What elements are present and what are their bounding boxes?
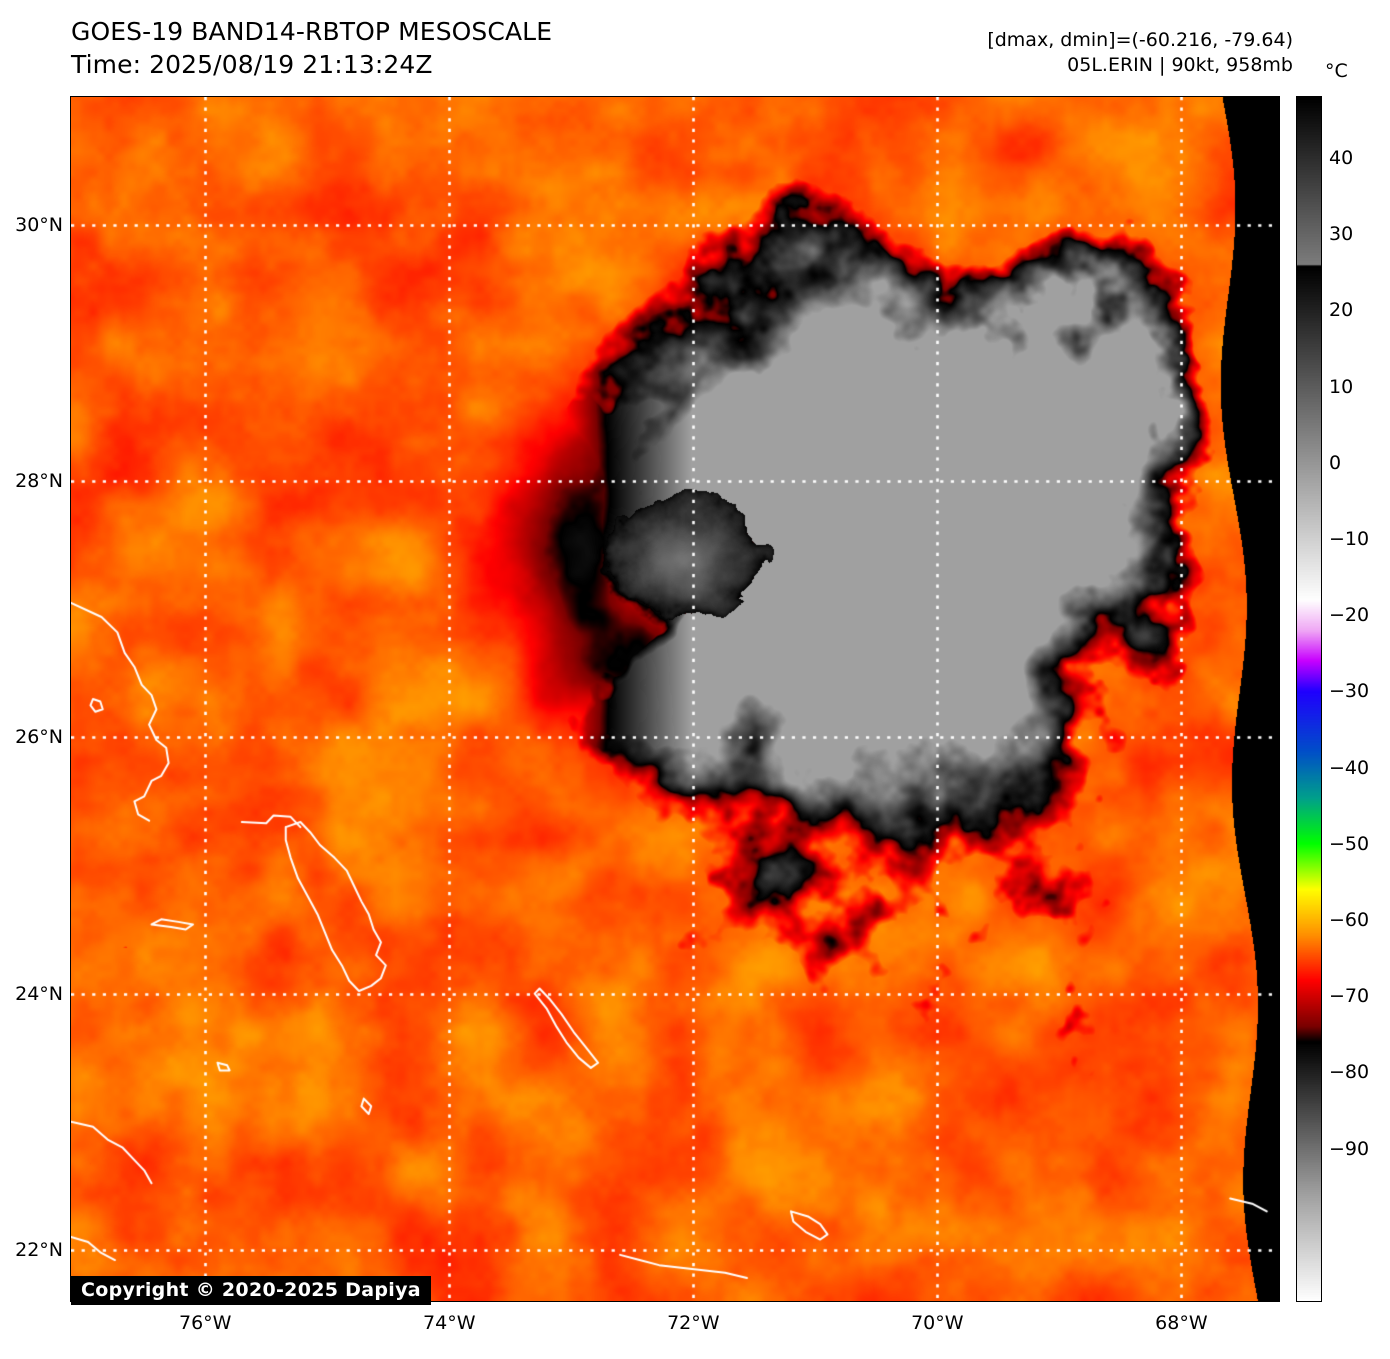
colorbar (1296, 96, 1322, 1302)
storm-label: 05L.ERIN | 90kt, 958mb (1067, 53, 1293, 76)
colorbar-tick-label: 0 (1329, 451, 1342, 474)
y-axis-tick-label: 26°N (15, 726, 63, 749)
y-axis-tick-label: 22°N (15, 1238, 63, 1261)
title-block: GOES-19 BAND14-RBTOP MESOSCALE Time: 202… (71, 16, 552, 81)
metadata-block: [dmax, dmin]=(-60.216, -79.64) 05L.ERIN … (987, 28, 1293, 77)
copyright-banner: Copyright © 2020-2025 Dapiya (71, 1276, 431, 1305)
colorbar-tick-label: −90 (1329, 1137, 1370, 1160)
dminmax-label: [dmax, dmin]=(-60.216, -79.64) (987, 29, 1293, 51)
y-axis-tick-label: 30°N (15, 214, 63, 237)
x-axis-tick-label: 72°W (667, 1312, 720, 1334)
x-axis-tick-label: 68°W (1155, 1312, 1208, 1334)
coastline-and-grid-overlay (71, 97, 1279, 1301)
colorbar-tick-label: −60 (1329, 908, 1370, 931)
colorbar-tick-label: −30 (1329, 680, 1370, 703)
page-title: GOES-19 BAND14-RBTOP MESOSCALE (71, 17, 553, 46)
colorbar-tick-label: −10 (1329, 527, 1370, 550)
x-axis-tick-label: 76°W (178, 1312, 232, 1334)
colorbar-tick-label: 20 (1329, 299, 1354, 322)
timestamp-label: Time: 2025/08/19 21:13:24Z (71, 49, 433, 79)
x-axis-tick-label: 70°W (911, 1312, 964, 1334)
y-axis-tick-label: 24°N (15, 982, 63, 1005)
x-axis-tick-label: 74°W (423, 1312, 476, 1334)
colorbar-tick-label: 40 (1329, 146, 1354, 169)
colorbar-tick-label: 10 (1329, 375, 1354, 398)
y-axis-tick-label: 28°N (15, 470, 63, 493)
colorbar-tick-label: −80 (1329, 1061, 1370, 1084)
colorbar-unit-label: °C (1325, 60, 1348, 82)
colorbar-tick-label: −20 (1329, 604, 1370, 627)
colorbar-tick-label: 30 (1329, 223, 1354, 246)
colorbar-tick-label: −70 (1329, 985, 1370, 1008)
colorbar-gradient (1297, 97, 1321, 1301)
colorbar-tick-label: −50 (1329, 832, 1370, 855)
satellite-plot-area[interactable] (70, 96, 1280, 1302)
colorbar-tick-label: −40 (1329, 756, 1370, 779)
